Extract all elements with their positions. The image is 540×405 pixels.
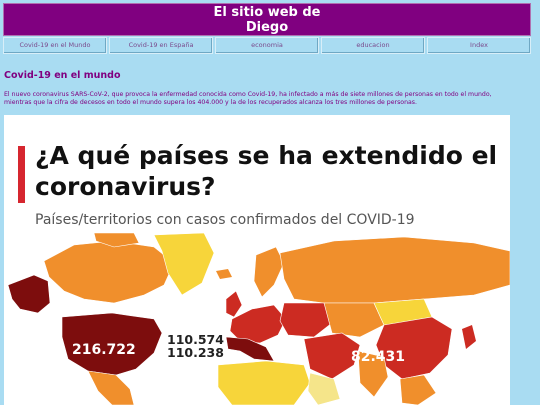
infographic-subtitle: Países/territorios con casos confirmados… — [35, 212, 415, 228]
nav-covid-mundo[interactable]: Covid-19 en el Mundo — [3, 37, 107, 54]
map-southeast-asia — [399, 374, 437, 405]
map-india — [357, 350, 389, 398]
label-europe-2: 110.238 — [167, 345, 224, 360]
label-europe-1: 110.574 — [167, 332, 224, 347]
site-header: El sitio web de Diego — [3, 3, 531, 36]
map-japan — [462, 325, 476, 349]
map-arctic-islands — [93, 233, 140, 248]
map-eastern-europe — [279, 302, 333, 338]
map-central-asia — [323, 302, 385, 338]
map-alaska — [7, 274, 51, 314]
infographic-title: ¿A qué países se ha extendido el coronav… — [35, 141, 498, 201]
top-nav: Covid-19 en el Mundo Covid-19 en España … — [3, 37, 531, 54]
nav-educacion[interactable]: educacion — [321, 37, 425, 54]
nav-covid-espana[interactable]: Covid-19 en España — [109, 37, 213, 54]
map-china — [375, 316, 453, 380]
title-accent-bar — [18, 146, 25, 203]
map-uk — [225, 290, 243, 318]
label-china: 82.431 — [351, 349, 406, 365]
infographic-image: ¿A qué países se ha extendido el coronav… — [4, 115, 510, 405]
page-heading: Covid-19 en el mundo — [4, 70, 121, 81]
map-western-europe — [229, 304, 287, 344]
map-middle-east — [303, 332, 361, 380]
map-russia — [279, 236, 510, 304]
world-map — [7, 233, 510, 405]
label-usa: 216.722 — [72, 342, 136, 358]
site-title-line2: Diego — [245, 20, 289, 35]
map-north-africa — [217, 360, 311, 405]
map-greenland — [153, 233, 215, 296]
map-southern-europe — [225, 336, 275, 362]
map-iceland — [216, 269, 232, 279]
nav-economia[interactable]: economia — [215, 37, 319, 54]
map-mexico — [87, 370, 135, 405]
map-arabia — [307, 372, 341, 405]
site-title-line1: El sitio web de — [213, 5, 321, 20]
map-canada — [43, 240, 175, 304]
map-usa — [61, 312, 163, 376]
nav-index[interactable]: Index — [427, 37, 531, 54]
intro-paragraph: El nuevo coronavirus SARS-CoV-2, que pro… — [4, 91, 492, 106]
map-scandinavia — [253, 246, 285, 298]
